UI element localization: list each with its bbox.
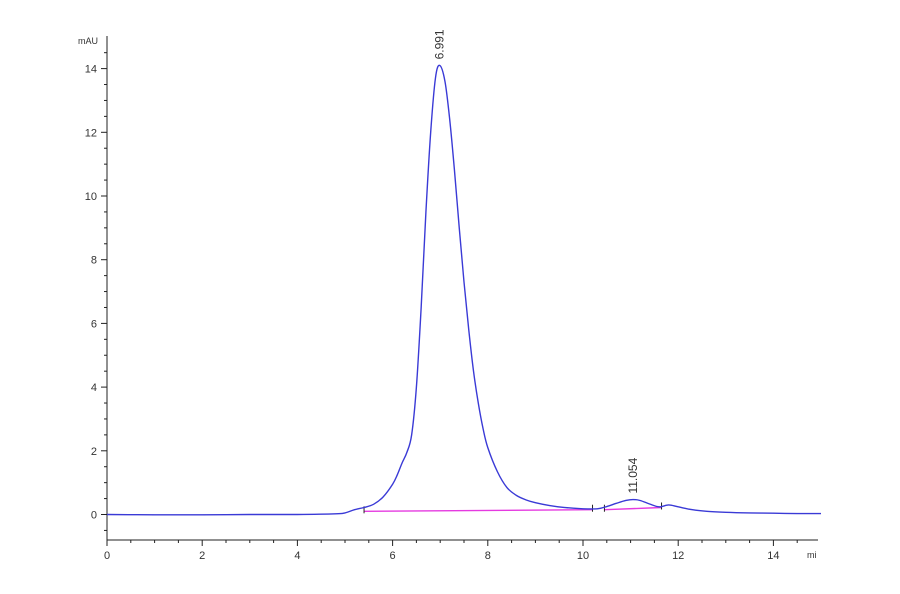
integration-baseline [364,509,593,513]
signal-series [106,64,822,516]
x-tick-label: 8 [485,550,491,562]
y-tick-label: 14 [85,64,97,76]
y-tick-label: 4 [91,382,97,394]
y-tick-label: 2 [91,446,97,458]
x-tick-label: 10 [577,550,589,562]
axes [106,36,818,541]
x-tick-label: 6 [390,550,396,562]
peak-label: 6.991 [433,29,447,59]
integration-baseline [604,506,662,511]
ticks: 0 2 4 6 8 10 12 14 0 2 4 6 8 10 12 14 [85,52,798,562]
baselines [363,502,663,514]
x-tick-label: 12 [672,550,684,562]
y-tick-label: 8 [91,255,97,267]
peak-label: 11.054 [626,457,640,493]
y-tick-label: 10 [85,191,97,203]
y-tick-label: 6 [91,318,97,330]
y-axis-label: mAU [78,36,98,46]
x-tick-label: 14 [767,550,779,562]
signal-line [106,64,822,516]
y-tick-label: 12 [85,127,97,139]
y-tick-label: 0 [91,510,97,522]
x-tick-label: 2 [199,550,205,562]
x-axis-label: mi [807,550,817,560]
x-tick-label: 0 [104,550,110,562]
x-tick-label: 4 [294,550,300,562]
peak-annotations: 6.991 11.054 [433,29,640,493]
